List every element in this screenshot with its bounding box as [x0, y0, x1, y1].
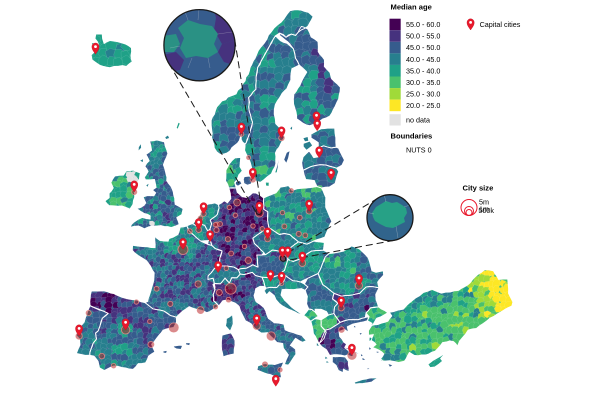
svg-text:500k: 500k	[478, 206, 494, 215]
svg-text:5m: 5m	[479, 198, 489, 207]
svg-text:30.0 - 35.0: 30.0 - 35.0	[406, 78, 440, 87]
svg-text:50.0 - 55.0: 50.0 - 55.0	[406, 32, 440, 41]
svg-text:Capital cities: Capital cities	[480, 20, 521, 29]
svg-text:40.0 - 45.0: 40.0 - 45.0	[406, 55, 440, 64]
svg-text:55.0 - 60.0: 55.0 - 60.0	[406, 20, 440, 29]
svg-text:45.0 - 50.0: 45.0 - 50.0	[406, 43, 440, 52]
svg-text:Median age: Median age	[391, 3, 432, 12]
svg-text:Boundaries: Boundaries	[391, 132, 433, 141]
svg-text:25.0 - 30.0: 25.0 - 30.0	[406, 89, 440, 98]
svg-text:35.0 - 40.0: 35.0 - 40.0	[406, 66, 440, 75]
svg-text:NUTS 0: NUTS 0	[406, 146, 432, 155]
svg-text:1m: 1m	[479, 205, 489, 214]
svg-text:20.0 - 25.0: 20.0 - 25.0	[406, 101, 440, 110]
svg-text:no data: no data	[406, 116, 430, 125]
svg-text:City size: City size	[463, 184, 494, 193]
